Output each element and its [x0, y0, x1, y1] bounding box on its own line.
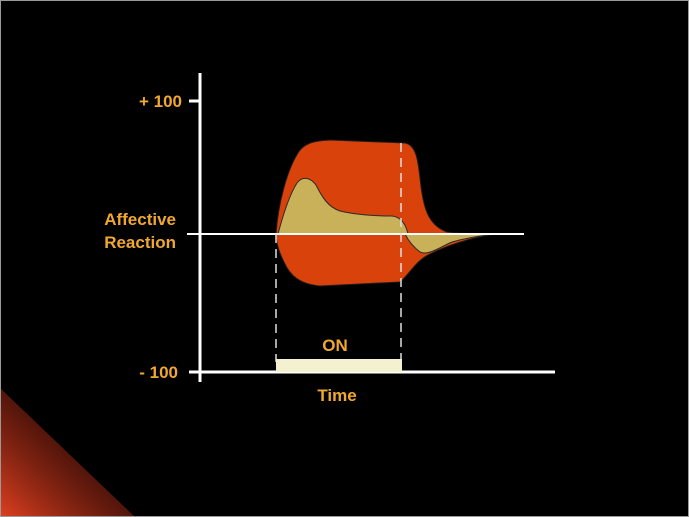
inner-reaction-region-positive: [277, 177, 409, 235]
y-tick-label-bottom: - 100: [139, 363, 178, 382]
x-axis-label: Time: [317, 386, 356, 405]
y-axis-label-line2: Reaction: [104, 233, 176, 252]
y-tick-label-top: + 100: [139, 92, 182, 111]
stimulus-on-label: ON: [322, 336, 348, 355]
corner-glow: [0, 388, 135, 517]
stimulus-on-bar: [276, 359, 402, 372]
y-axis-label-line1: Affective: [104, 210, 176, 229]
inner-reaction-region-negative: [404, 233, 495, 254]
